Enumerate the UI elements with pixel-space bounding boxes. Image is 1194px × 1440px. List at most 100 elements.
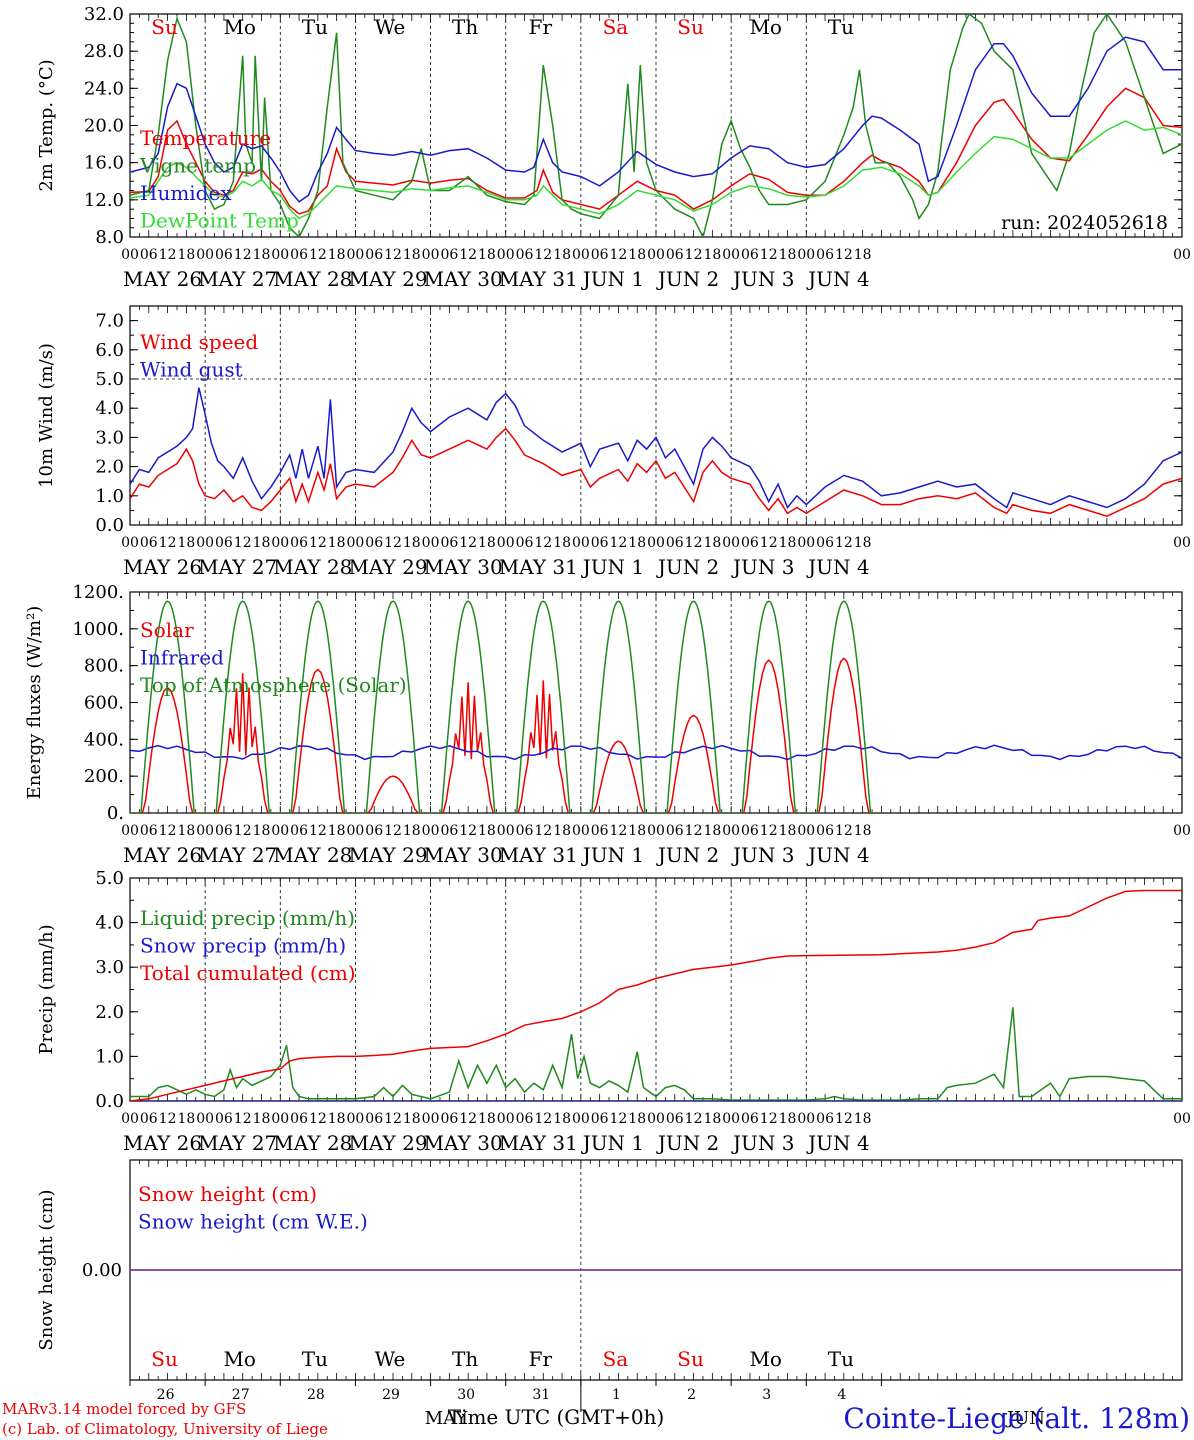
hour-tick-label: 06 [666,1111,684,1127]
hour-tick-label: 18 [553,247,571,263]
y-axis-label: Precip (mm/h) [36,924,57,1054]
weekday-label: Tu [828,15,854,39]
day-number-label: 30 [457,1387,475,1403]
date-label: MAY 28 [273,555,352,579]
legend-entry: Humidex [140,181,232,205]
weekday-label: Tu [302,1347,328,1371]
hour-tick-label: 18 [177,247,195,263]
hour-tick-label: 18 [703,823,721,839]
hour-tick-label: 12 [159,247,177,263]
hour-tick-label: 18 [328,823,346,839]
day-number-label: 31 [532,1387,550,1403]
hour-tick-label: 06 [666,823,684,839]
date-label: MAY 29 [348,1131,427,1155]
y-tick-label: 4.0 [95,913,124,934]
date-label: JUN 4 [806,843,869,867]
date-label: JUN 3 [731,267,794,291]
hour-tick-label: 12 [459,1111,477,1127]
hour-tick-label: 12 [835,1111,853,1127]
hour-tick-label: 18 [628,823,646,839]
y-tick-label: 32.0 [84,4,124,25]
hour-tick-label: 06 [591,535,609,551]
date-label: JUN 4 [806,555,869,579]
series-line-dewpoint-temp [130,120,1182,220]
y-tick-label: 5.0 [95,868,124,889]
hour-tick-label: 00 [271,247,289,263]
hour-tick-label: 12 [685,535,703,551]
hour-tick-label: 06 [591,247,609,263]
date-label: JUN 1 [581,267,644,291]
hour-tick-label: 18 [253,1111,271,1127]
day-number-label: 3 [762,1387,771,1403]
hour-tick-label: 12 [610,247,628,263]
date-label: MAY 31 [499,555,578,579]
day-number-label: 26 [157,1387,175,1403]
hour-tick-label: 06 [215,535,233,551]
hour-tick-label: 18 [478,535,496,551]
hour-tick-label: 12 [384,823,402,839]
y-tick-label: 3.0 [95,427,124,448]
y-tick-label: 1.0 [95,486,124,507]
hour-tick-label: 06 [440,1111,458,1127]
hour-tick-label: 12 [685,823,703,839]
hour-tick-label: 00 [422,823,440,839]
hour-tick-label: 06 [816,823,834,839]
hour-tick-label: 00 [196,1111,214,1127]
weekday-label: Fr [529,1347,553,1371]
date-label: MAY 26 [123,555,202,579]
hour-tick-label: 00 [271,1111,289,1127]
y-tick-label: 12.0 [84,190,124,211]
legend-entry: DewPoint Temp [140,209,299,233]
hour-tick-label: 18 [854,823,872,839]
hour-tick-label: 12 [234,823,252,839]
hour-tick-label: 12 [309,1111,327,1127]
hour-tick-label: 06 [140,823,158,839]
series-line-humidex [130,36,1182,203]
hour-tick-label: 18 [553,823,571,839]
hour-tick-label: 12 [159,823,177,839]
date-label: MAY 27 [198,843,277,867]
hour-tick-label: 12 [309,535,327,551]
date-label: MAY 27 [198,1131,277,1155]
hour-tick-label: 06 [741,823,759,839]
hour-tick-label: 12 [234,1111,252,1127]
hour-tick-label: 12 [685,247,703,263]
hour-tick-label: 00 [422,535,440,551]
hour-tick-label: 06 [140,247,158,263]
weekday-label: Fr [529,15,553,39]
weekday-label: Sa [603,1347,629,1371]
day-number-label: 29 [382,1387,400,1403]
hour-tick-label: 06 [440,247,458,263]
hour-tick-label: 18 [177,823,195,839]
hour-tick-label: 18 [779,535,797,551]
weekday-label: Mo [749,15,782,39]
hour-tick-label: 00 [722,535,740,551]
series-line-solar [130,657,882,813]
y-axis-label: Energy fluxes (W/m²) [24,606,45,800]
panel-4 [129,877,1183,1102]
hour-tick-label: 00 [121,535,139,551]
date-label: MAY 30 [424,267,503,291]
series-line-liquid-precip-mm-h- [130,1007,1182,1101]
y-tick-label: 16.0 [84,153,124,174]
hour-tick-label: 18 [553,535,571,551]
date-label: JUN 2 [656,555,719,579]
hour-tick-label: 00 [121,823,139,839]
weekday-label: We [375,15,406,39]
date-label: MAY 28 [273,843,352,867]
hour-tick-label: 00 [797,823,815,839]
hour-tick-label: 00 [121,1111,139,1127]
hour-tick-label: 12 [610,1111,628,1127]
hour-tick-label: 12 [309,247,327,263]
hour-tick-label: 18 [403,823,421,839]
date-label: MAY 28 [273,1131,352,1155]
date-label: MAY 29 [348,267,427,291]
hour-tick-label: 06 [516,823,534,839]
hour-tick-label: 18 [253,823,271,839]
date-label: MAY 30 [424,555,503,579]
y-tick-label: 800. [84,656,124,677]
y-tick-label: 8.0 [95,227,124,248]
hour-tick-label: 12 [459,535,477,551]
hour-tick-label: 00 [497,535,515,551]
weekday-label: Th [452,1347,478,1371]
